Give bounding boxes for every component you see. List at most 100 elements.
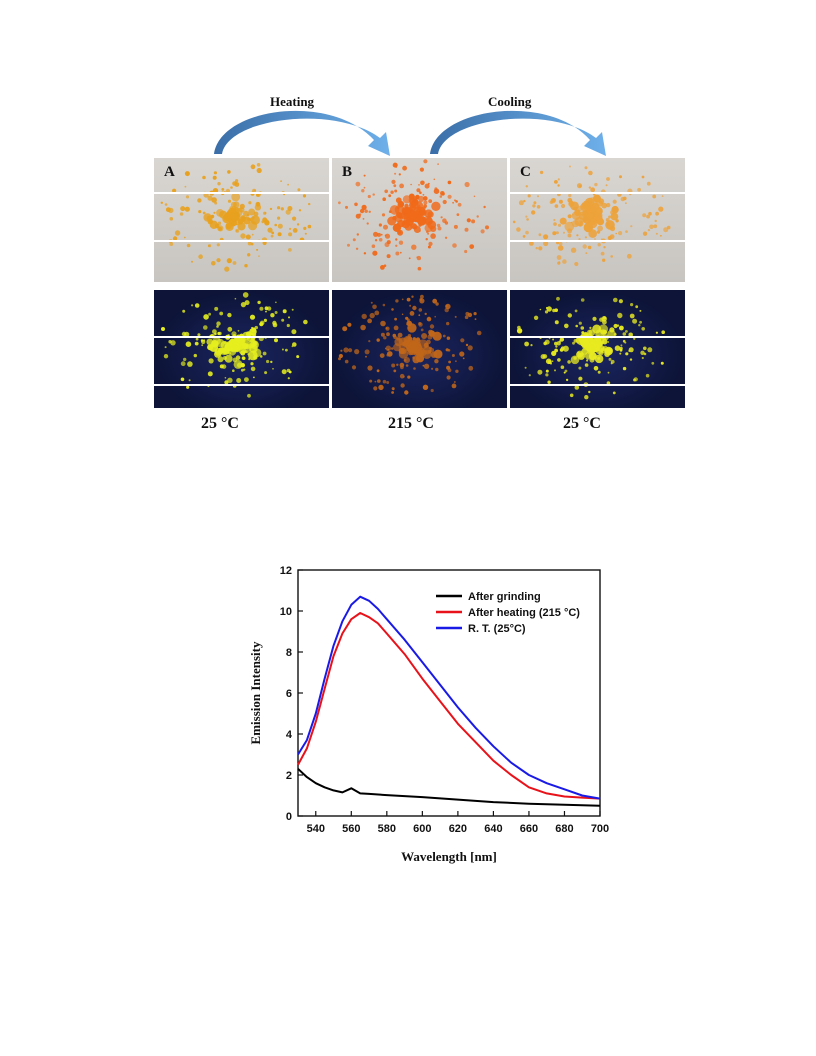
- powder-particle: [291, 345, 294, 348]
- powder-particle: [630, 225, 633, 228]
- powder-particle: [407, 334, 412, 338]
- powder-particle: [576, 335, 586, 346]
- powder-particle: [416, 256, 418, 258]
- powder-particle: [427, 245, 431, 249]
- y-tick-label: 10: [280, 606, 292, 618]
- powder-particle: [640, 350, 645, 355]
- powder-particle: [452, 201, 454, 204]
- powder-particle: [372, 193, 375, 196]
- powder-particle: [435, 302, 439, 306]
- powder-particle: [344, 359, 349, 364]
- powder-particle: [363, 186, 366, 189]
- powder-particle: [227, 312, 232, 318]
- powder-particle: [397, 200, 405, 208]
- powder-particle: [354, 349, 360, 355]
- powder-particle: [568, 201, 575, 207]
- powder-particle: [396, 363, 399, 366]
- powder-particle: [419, 191, 422, 194]
- powder-particle: [639, 320, 642, 324]
- powder-particle: [292, 216, 297, 221]
- powder-particle: [446, 321, 450, 326]
- divider-line: [154, 336, 329, 338]
- powder-particle: [220, 348, 228, 356]
- powder-particle: [188, 379, 191, 382]
- temperature-label-c: 25 °C: [563, 415, 601, 432]
- divider-line: [510, 240, 685, 242]
- powder-particle: [229, 352, 232, 355]
- powder-particle: [381, 213, 386, 217]
- x-tick-label: 620: [449, 823, 467, 835]
- powder-particle: [418, 184, 420, 186]
- powder-particle: [296, 355, 300, 359]
- powder-particle: [473, 195, 476, 198]
- powder-particle: [642, 213, 647, 218]
- powder-particle: [633, 378, 636, 382]
- powder-particle: [237, 329, 240, 332]
- powder-particle: [399, 251, 402, 254]
- powder-particle: [302, 194, 307, 198]
- powder-particle: [298, 209, 302, 212]
- powder-particle: [660, 361, 664, 365]
- powder-particle: [476, 330, 482, 336]
- powder-particle: [431, 367, 434, 370]
- powder-particle: [643, 346, 647, 351]
- powder-particle: [613, 323, 618, 329]
- powder-particle: [277, 206, 281, 210]
- powder-particle: [392, 388, 395, 391]
- powder-particle: [454, 315, 457, 318]
- powder-particle: [272, 368, 274, 370]
- powder-particle: [535, 247, 538, 250]
- powder-particle: [214, 350, 222, 358]
- powder-particle: [347, 243, 350, 247]
- powder-particle: [439, 195, 443, 198]
- powder-particle: [661, 330, 665, 334]
- powder-particle: [214, 306, 219, 311]
- powder-particle: [396, 336, 401, 341]
- divider-line: [154, 384, 329, 386]
- powder-particle: [250, 366, 256, 372]
- powder-particle: [266, 359, 270, 364]
- powder-particle: [584, 363, 589, 367]
- heating-label: Heating: [270, 94, 315, 109]
- powder-particle: [544, 310, 549, 314]
- powder-particle: [451, 354, 455, 357]
- powder-particle: [184, 185, 187, 188]
- powder-particle: [356, 233, 359, 236]
- powder-particle: [622, 332, 627, 336]
- powder-particle: [586, 359, 589, 362]
- powder-particle: [251, 233, 254, 236]
- powder-particle: [432, 298, 438, 304]
- powder-particle: [551, 360, 554, 362]
- powder-particle: [574, 385, 580, 390]
- powder-particle: [378, 238, 383, 242]
- powder-particle: [590, 337, 594, 341]
- powder-particle: [355, 247, 359, 250]
- powder-particle: [287, 206, 293, 211]
- powder-particle: [580, 211, 585, 216]
- powder-particle: [539, 170, 544, 175]
- powder-particle: [237, 222, 246, 231]
- powder-particle: [391, 391, 394, 394]
- powder-particle: [547, 360, 552, 364]
- powder-particle: [527, 194, 531, 198]
- powder-particle: [241, 368, 244, 372]
- powder-particle: [427, 211, 434, 218]
- powder-particle: [516, 227, 521, 232]
- powder-particle: [245, 234, 251, 240]
- y-tick-label: 12: [280, 565, 292, 577]
- powder-particle: [544, 339, 550, 345]
- powder-particle: [607, 341, 610, 343]
- powder-particle: [406, 323, 409, 326]
- powder-particle: [400, 383, 405, 388]
- powder-particle: [448, 360, 451, 364]
- powder-particle: [435, 367, 439, 372]
- powder-particle: [363, 174, 366, 177]
- powder-particle: [653, 224, 658, 229]
- powder-particle: [248, 343, 254, 349]
- powder-particle: [247, 241, 252, 246]
- powder-particle: [164, 346, 167, 349]
- powder-particle: [619, 346, 623, 351]
- powder-particle: [217, 182, 221, 186]
- powder-particle: [382, 303, 386, 307]
- powder-particle: [236, 378, 242, 383]
